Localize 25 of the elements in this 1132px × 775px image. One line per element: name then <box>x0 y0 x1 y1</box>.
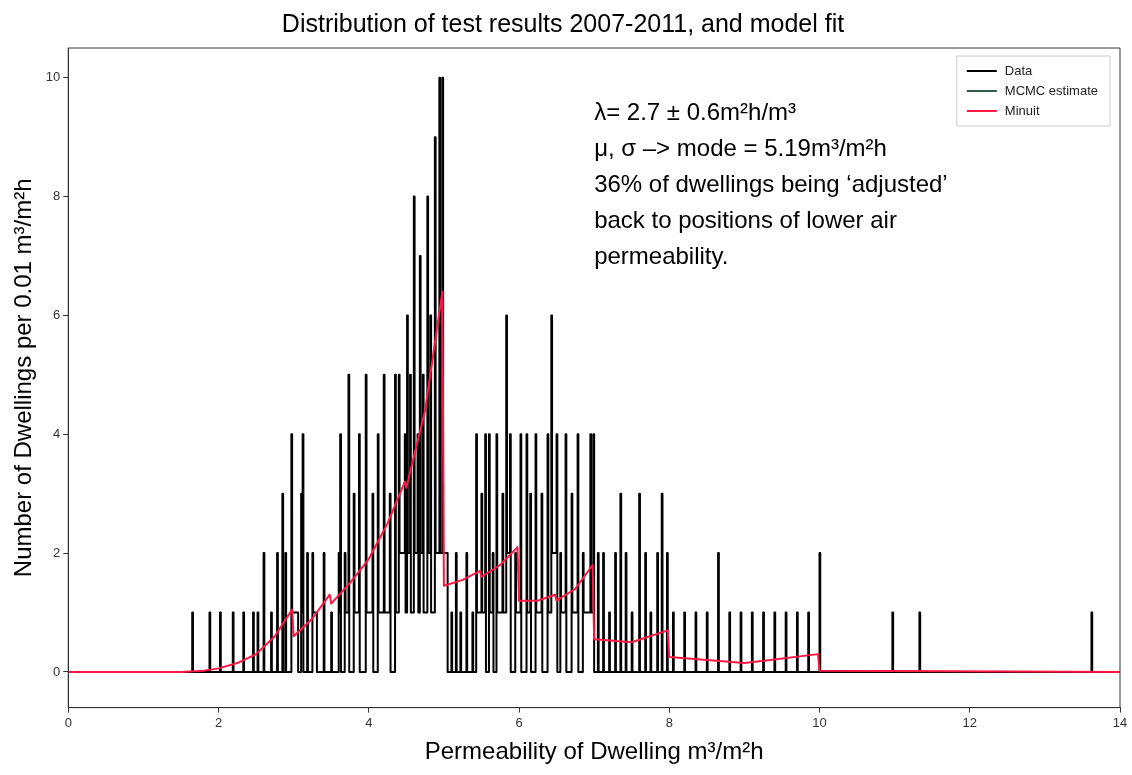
legend-label: MCMC estimate <box>1004 82 1099 98</box>
y-tick-label: 4 <box>53 425 61 441</box>
x-tick-label: 14 <box>1112 714 1128 730</box>
x-tick-label: 6 <box>515 714 523 730</box>
x-axis-title: Permeability of Dwelling m³/m²h <box>424 737 764 765</box>
x-tick-label: 4 <box>365 714 373 730</box>
y-tick-label: 10 <box>45 69 61 85</box>
annotation: 36% of dwellings being ‘adjusted’ <box>594 170 948 197</box>
y-axis-title: Number of Dwellings per 0.01 m³/m²h <box>9 178 37 578</box>
y-tick-label: 8 <box>53 188 61 204</box>
x-tick-label: 8 <box>665 714 673 730</box>
x-tick-label: 12 <box>962 714 977 730</box>
annotation: permeability. <box>594 242 729 269</box>
y-tick-label: 6 <box>53 306 61 322</box>
x-tick-label: 2 <box>214 714 223 730</box>
y-tick-label: 0 <box>53 663 61 679</box>
annotation: back to positions of lower air <box>594 206 897 233</box>
y-tick-label: 2 <box>53 544 61 560</box>
annotation: μ, σ –> mode = 5.19m³/m²h <box>594 134 887 161</box>
annotation: λ= 2.7 ± 0.6m²h/m³ <box>594 98 797 125</box>
chart-title: Distribution of test results 2007-2011, and model fit <box>281 8 845 37</box>
x-tick-label: 0 <box>64 714 72 730</box>
legend-label: Minuit <box>1004 102 1040 118</box>
legend-label: Data <box>1004 62 1034 78</box>
x-tick-label: 10 <box>812 714 827 730</box>
